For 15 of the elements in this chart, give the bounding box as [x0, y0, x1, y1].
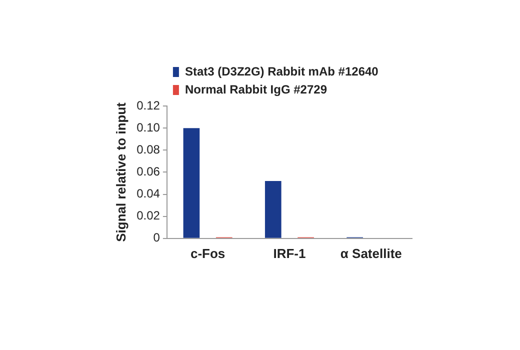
- y-tick-label: 0.12: [136, 98, 160, 112]
- y-tick-label: 0.10: [136, 120, 160, 134]
- y-tick-label: 0.02: [136, 208, 160, 223]
- bar: [183, 128, 200, 238]
- y-tick-label: 0.08: [136, 142, 160, 156]
- x-tick-label: c-Fos: [190, 246, 226, 261]
- legend-label: Stat3 (D3Z2G) Rabbit mAb #12640: [184, 64, 379, 78]
- x-tick-label: IRF-1: [273, 246, 306, 261]
- y-tick-label: 0.04: [136, 186, 160, 201]
- y-tick-label: 0.06: [136, 164, 160, 179]
- legend-label: Normal Rabbit IgG #2729: [184, 82, 328, 96]
- y-axis-title: Signal relative to input: [113, 102, 128, 242]
- x-tick-label: α Satellite: [340, 246, 402, 261]
- y-tick-label: 0: [153, 230, 160, 245]
- bar: [264, 181, 282, 238]
